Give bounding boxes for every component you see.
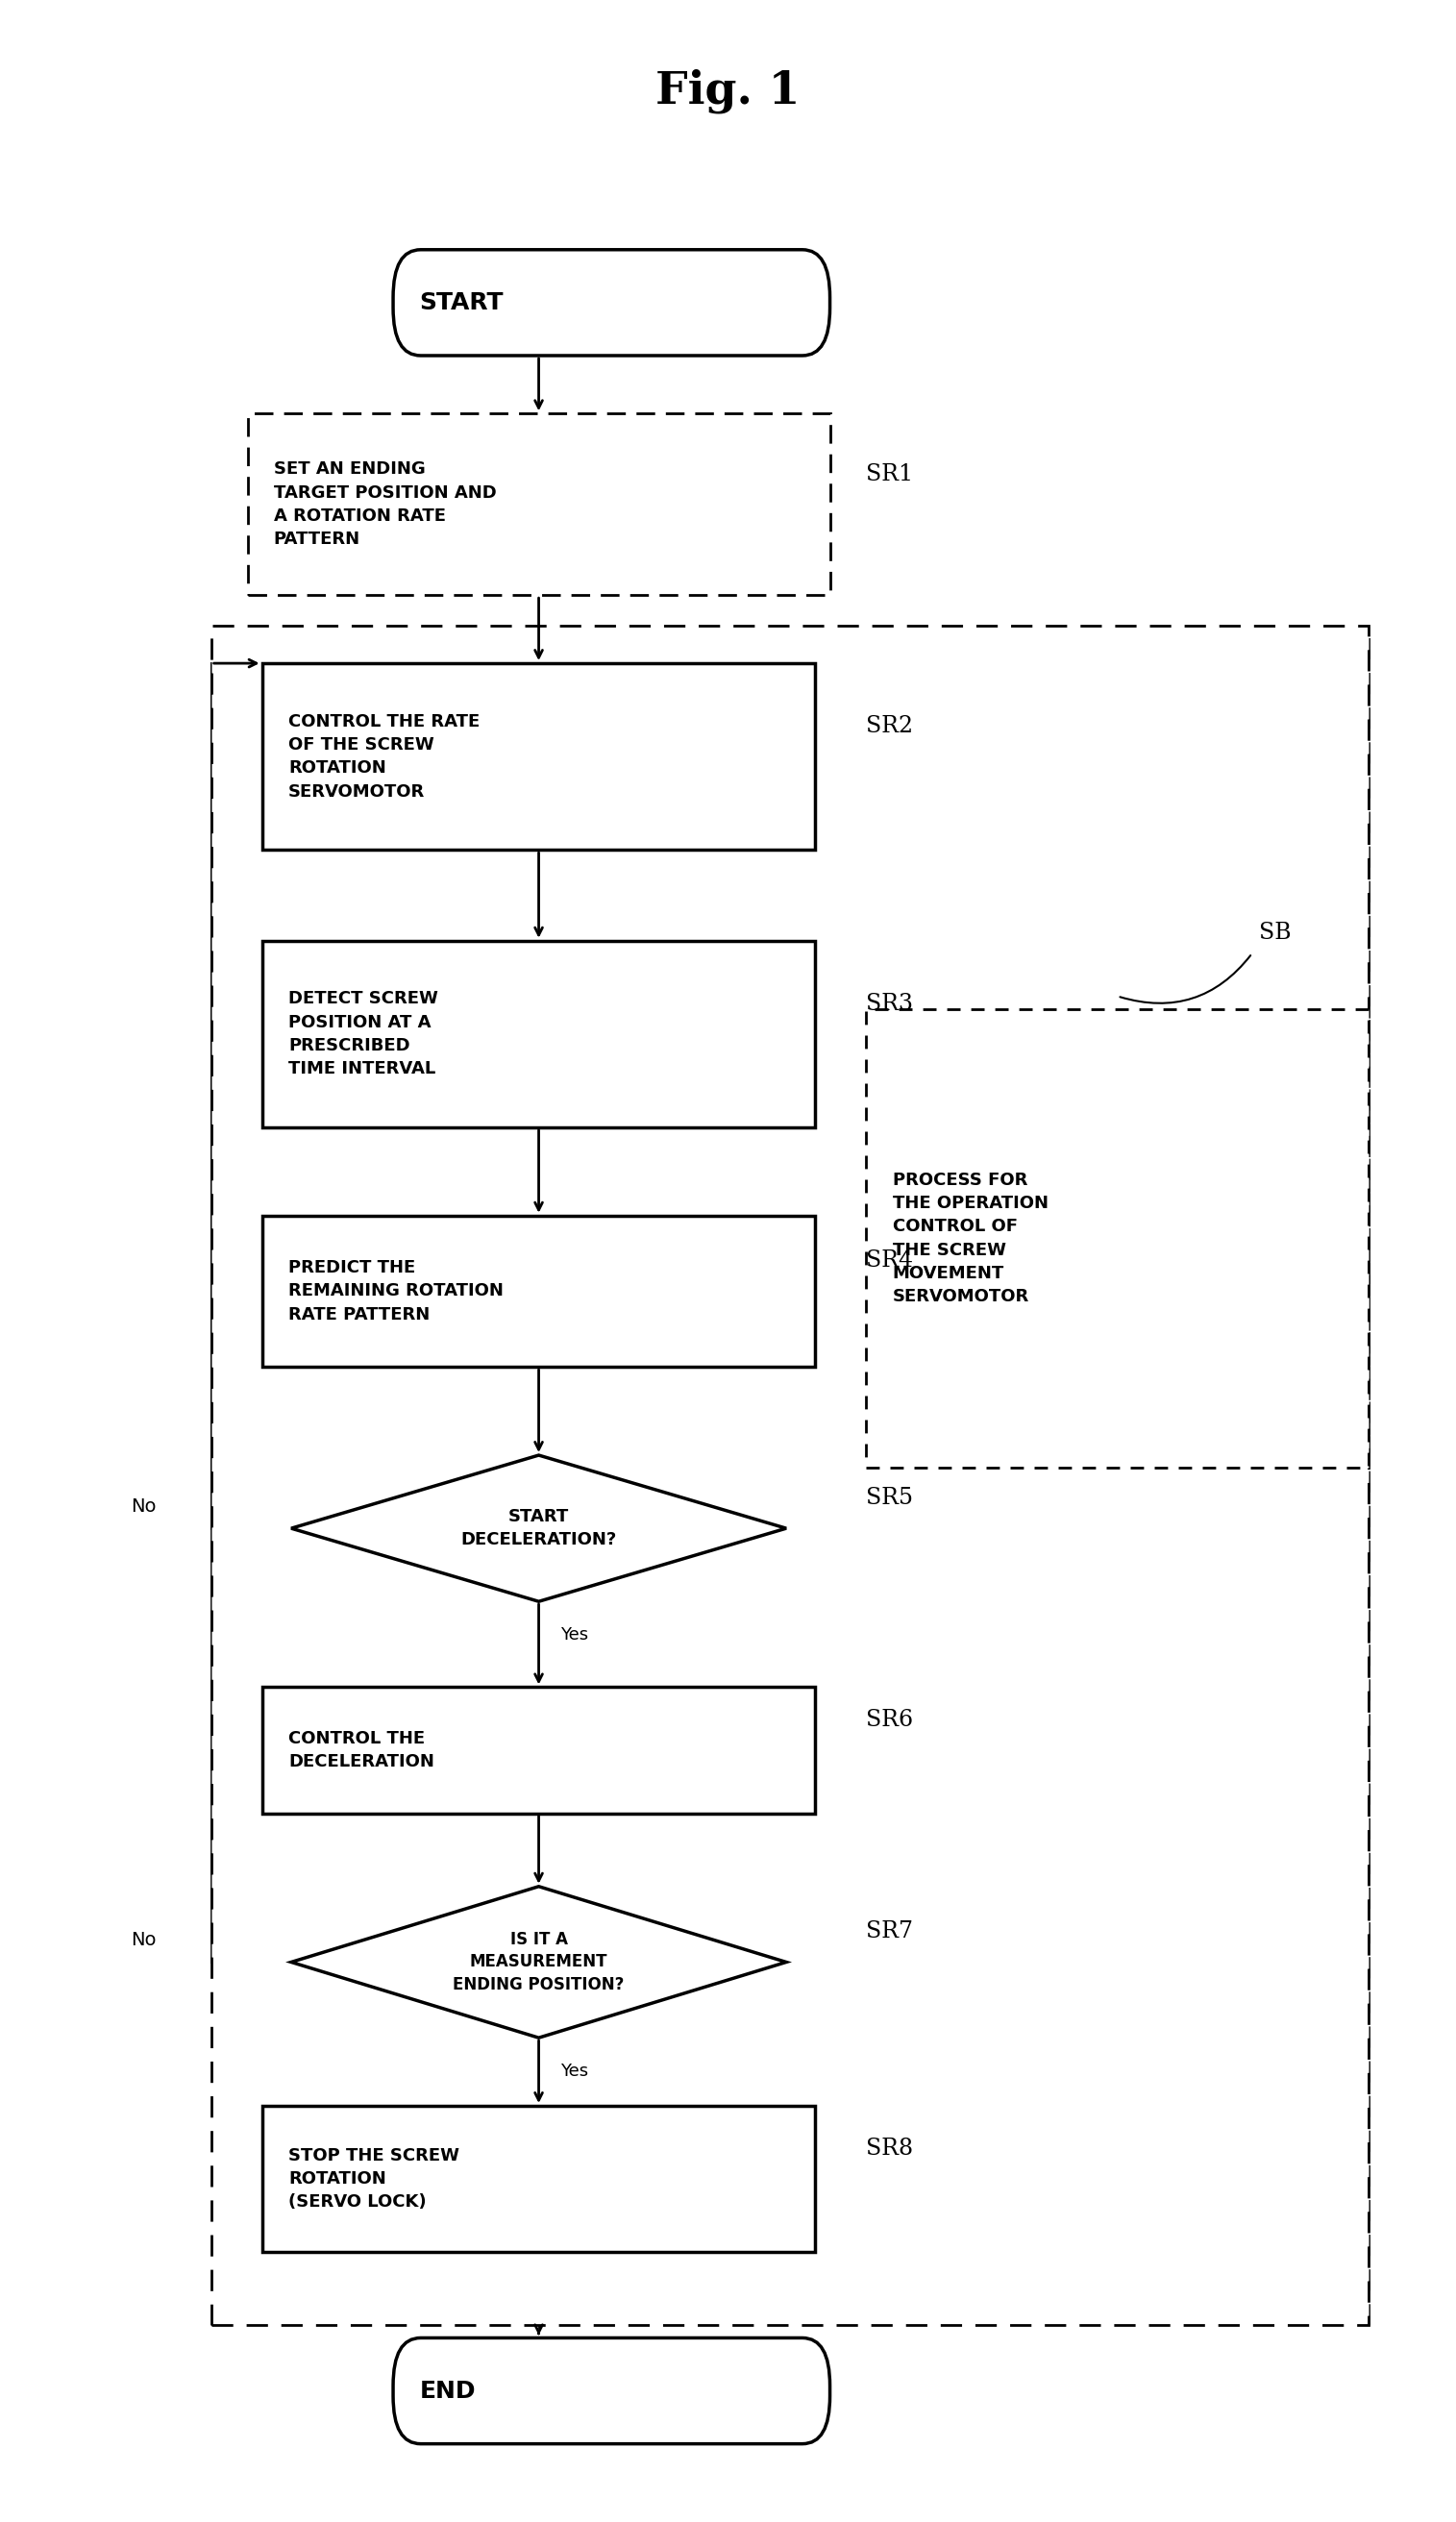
- Text: START
DECELERATION?: START DECELERATION?: [460, 1508, 617, 1549]
- Text: No: No: [131, 1498, 156, 1516]
- Text: STOP THE SCREW
ROTATION
(SERVO LOCK): STOP THE SCREW ROTATION (SERVO LOCK): [288, 2146, 459, 2212]
- FancyBboxPatch shape: [393, 2338, 830, 2444]
- Text: CONTROL THE
DECELERATION: CONTROL THE DECELERATION: [288, 1730, 434, 1770]
- Text: END: END: [419, 2378, 476, 2403]
- Text: SR6: SR6: [866, 1710, 913, 1730]
- Bar: [866, 1009, 1369, 1468]
- Text: SET AN ENDING
TARGET POSITION AND
A ROTATION RATE
PATTERN: SET AN ENDING TARGET POSITION AND A ROTA…: [274, 462, 496, 547]
- Text: SR8: SR8: [866, 2139, 913, 2159]
- Bar: [262, 941, 815, 1127]
- Bar: [211, 625, 1369, 2325]
- Text: SR7: SR7: [866, 1922, 913, 1942]
- FancyBboxPatch shape: [393, 250, 830, 356]
- Text: DETECT SCREW
POSITION AT A
PRESCRIBED
TIME INTERVAL: DETECT SCREW POSITION AT A PRESCRIBED TI…: [288, 991, 438, 1077]
- Bar: [262, 1687, 815, 1813]
- Text: Yes: Yes: [561, 1627, 588, 1644]
- Text: SR3: SR3: [866, 994, 913, 1014]
- Text: PROCESS FOR
THE OPERATION
CONTROL OF
THE SCREW
MOVEMENT
SERVOMOTOR: PROCESS FOR THE OPERATION CONTROL OF THE…: [893, 1170, 1048, 1306]
- Bar: [262, 663, 815, 850]
- Text: CONTROL THE RATE
OF THE SCREW
ROTATION
SERVOMOTOR: CONTROL THE RATE OF THE SCREW ROTATION S…: [288, 714, 480, 799]
- Text: SR1: SR1: [866, 464, 913, 484]
- Text: SB: SB: [1259, 923, 1291, 943]
- Text: SR4: SR4: [866, 1251, 913, 1271]
- Text: Yes: Yes: [561, 2063, 588, 2081]
- Bar: [262, 2106, 815, 2252]
- Text: No: No: [131, 1932, 156, 1950]
- Bar: [262, 1216, 815, 1367]
- Text: SR5: SR5: [866, 1488, 913, 1508]
- Text: PREDICT THE
REMAINING ROTATION
RATE PATTERN: PREDICT THE REMAINING ROTATION RATE PATT…: [288, 1258, 504, 1324]
- Text: Fig. 1: Fig. 1: [655, 68, 801, 113]
- Text: START: START: [419, 290, 504, 315]
- Polygon shape: [291, 1455, 786, 1601]
- Text: SR2: SR2: [866, 716, 913, 736]
- Polygon shape: [291, 1886, 786, 2038]
- Bar: [248, 414, 830, 595]
- Text: IS IT A
MEASUREMENT
ENDING POSITION?: IS IT A MEASUREMENT ENDING POSITION?: [453, 1932, 625, 1992]
